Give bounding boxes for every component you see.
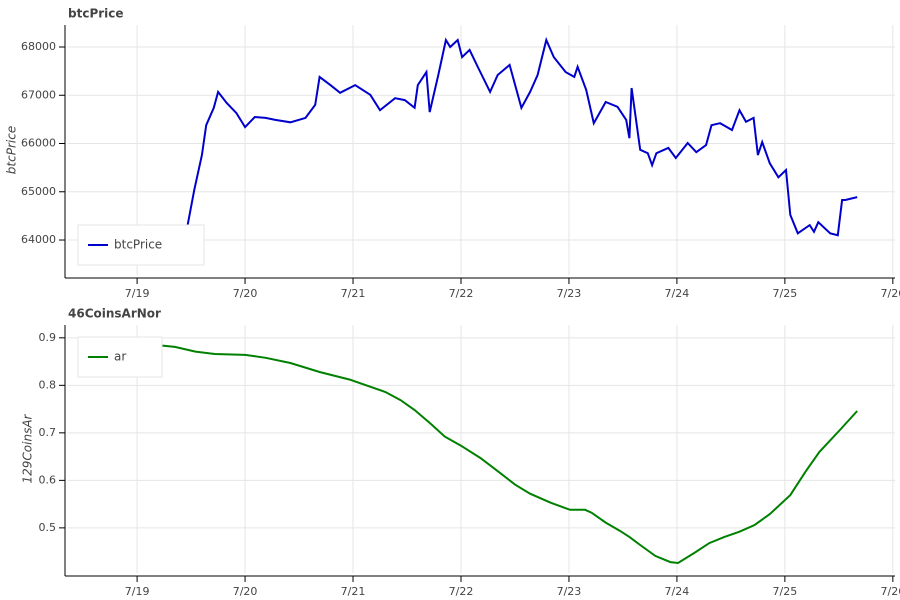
y-tick-label: 66000	[21, 137, 56, 150]
y-tick-label: 67000	[21, 88, 56, 101]
x-tick-label: 7/21	[341, 585, 366, 598]
line-series	[100, 36, 858, 259]
x-tick-label: 7/23	[557, 287, 582, 300]
x-tick-label: 7/20	[233, 287, 258, 300]
y-tick-label: 0.6	[39, 473, 57, 486]
x-tick-label: 7/24	[665, 585, 690, 598]
legend-label: btcPrice	[114, 238, 162, 252]
y-axis-label: 129CoinsAr	[21, 413, 35, 483]
x-tick-label: 7/22	[449, 287, 474, 300]
x-tick-label: 7/19	[125, 287, 150, 300]
chart-title: 46CoinsArNor	[68, 307, 161, 321]
x-tick-label: 7/19	[125, 585, 150, 598]
y-tick-label: 0.8	[39, 378, 57, 391]
x-tick-label: 7/26	[880, 585, 900, 598]
x-tick-label: 7/25	[773, 585, 798, 598]
y-tick-label: 65000	[21, 185, 56, 198]
line-series	[100, 336, 858, 565]
chart-title: btcPrice	[68, 7, 124, 21]
x-tick-label: 7/24	[665, 287, 690, 300]
legend-label: ar	[114, 350, 126, 364]
x-tick-label: 7/22	[449, 585, 474, 598]
y-tick-label: 0.9	[39, 331, 57, 344]
y-tick-label: 0.7	[39, 426, 57, 439]
y-tick-label: 0.5	[39, 521, 57, 534]
x-tick-label: 7/25	[773, 287, 798, 300]
y-axis-label: btcPrice	[5, 126, 19, 174]
x-tick-label: 7/26	[880, 287, 900, 300]
x-tick-label: 7/23	[557, 585, 582, 598]
x-tick-label: 7/21	[341, 287, 366, 300]
x-tick-label: 7/20	[233, 585, 258, 598]
y-tick-label: 64000	[21, 233, 56, 246]
y-tick-label: 68000	[21, 40, 56, 53]
